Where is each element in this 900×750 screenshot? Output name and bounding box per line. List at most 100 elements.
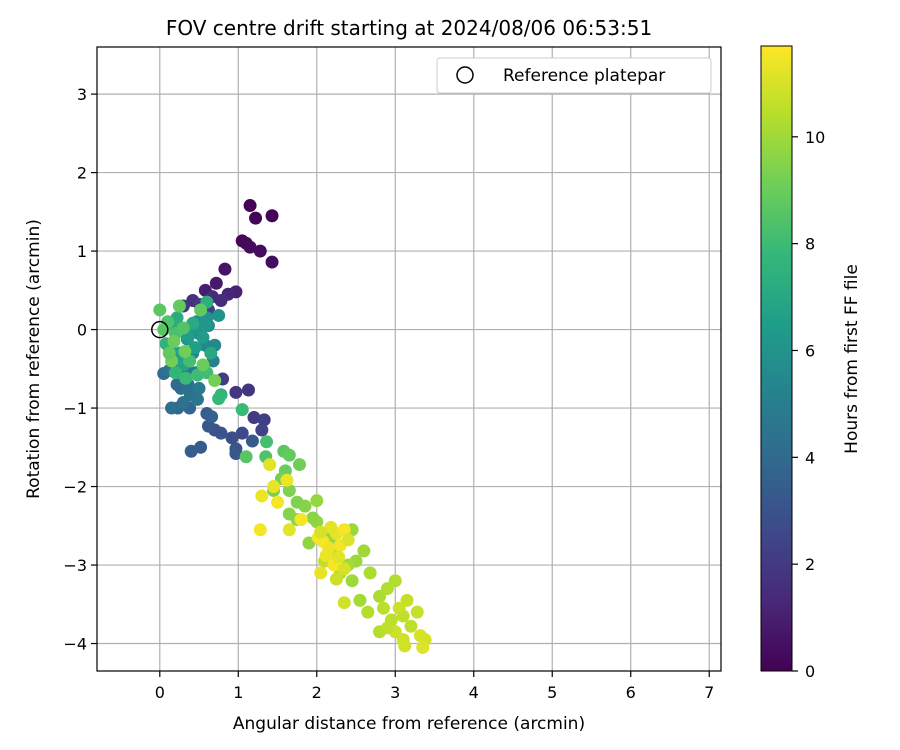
scatter-point bbox=[188, 341, 202, 355]
scatter-point bbox=[247, 410, 261, 424]
legend-box bbox=[436, 57, 712, 94]
scatter-point bbox=[235, 426, 249, 440]
scatter-point bbox=[337, 562, 351, 576]
data-points bbox=[153, 199, 432, 654]
scatter-point bbox=[293, 458, 307, 472]
scatter-point bbox=[363, 566, 377, 580]
scatter-point bbox=[404, 619, 418, 633]
scatter-point bbox=[314, 566, 328, 580]
scatter-point bbox=[294, 513, 308, 527]
scatter-point bbox=[332, 550, 346, 564]
scatter-point bbox=[235, 403, 249, 417]
scatter-point bbox=[209, 276, 223, 290]
scatter-point bbox=[194, 303, 208, 317]
scatter-point bbox=[357, 544, 371, 558]
scatter-point bbox=[282, 523, 296, 537]
y-tick-label: −3 bbox=[63, 556, 87, 575]
scatter-point bbox=[319, 549, 333, 563]
x-tick-label: 6 bbox=[626, 683, 636, 702]
x-tick-label: 7 bbox=[704, 683, 714, 702]
scatter-point bbox=[225, 431, 239, 445]
scatter-point bbox=[249, 211, 263, 225]
scatter-point bbox=[153, 303, 167, 317]
x-tick-label: 2 bbox=[312, 683, 322, 702]
scatter-point bbox=[345, 574, 359, 588]
scatter-point bbox=[324, 520, 338, 534]
scatter-point bbox=[410, 605, 424, 619]
scatter-point bbox=[337, 523, 351, 537]
scatter-point bbox=[310, 494, 324, 508]
scatter-point bbox=[212, 308, 226, 322]
colorbar-tick-label: 6 bbox=[805, 341, 815, 360]
scatter-point bbox=[376, 601, 390, 615]
colorbar-tick-label: 2 bbox=[805, 555, 815, 574]
scatter-point bbox=[267, 480, 281, 494]
scatter-point bbox=[257, 413, 271, 427]
scatter-point bbox=[388, 574, 402, 588]
scatter-point bbox=[243, 240, 257, 254]
scatter-point bbox=[314, 525, 328, 539]
x-axis-label: Angular distance from reference (arcmin) bbox=[233, 714, 585, 734]
scatter-point bbox=[353, 593, 367, 607]
scatter-point bbox=[241, 383, 255, 397]
scatter-point bbox=[260, 435, 274, 449]
y-tick-label: 3 bbox=[77, 85, 87, 104]
scatter-point bbox=[204, 346, 218, 360]
reference-point-marker bbox=[151, 320, 169, 339]
scatter-point bbox=[168, 366, 182, 380]
scatter-point bbox=[172, 299, 186, 313]
scatter-point bbox=[310, 515, 324, 529]
scatter-point bbox=[265, 209, 279, 223]
colorbar-tick-label: 4 bbox=[805, 448, 815, 467]
legend: Reference platepar bbox=[436, 57, 712, 94]
y-tick-label: 1 bbox=[77, 242, 87, 261]
x-tick-label: 5 bbox=[547, 683, 557, 702]
scatter-point bbox=[380, 621, 394, 635]
scatter-point bbox=[243, 199, 257, 213]
scatter-point bbox=[263, 458, 277, 472]
y-tick-label: 2 bbox=[77, 164, 87, 183]
scatter-point bbox=[416, 640, 430, 654]
colorbar-tick-label: 0 bbox=[805, 662, 815, 681]
x-axis-ticks: 0 1 2 3 4 5 6 7 bbox=[155, 671, 714, 702]
scatter-point bbox=[329, 572, 343, 586]
colorbar bbox=[760, 45, 793, 672]
scatter-point bbox=[361, 605, 375, 619]
scatter-point bbox=[302, 536, 316, 550]
y-tick-label: −1 bbox=[63, 399, 87, 418]
scatter-point bbox=[162, 346, 176, 360]
scatter-point bbox=[192, 381, 206, 395]
colorbar-tick-label: 8 bbox=[805, 235, 815, 254]
colorbar-ticks: 0 2 4 6 8 10 bbox=[792, 128, 825, 681]
scatter-point bbox=[255, 423, 269, 437]
scatter-point bbox=[400, 593, 414, 607]
plot-frame bbox=[96, 46, 722, 672]
y-axis-ticks: −4 −3 −2 −1 0 1 2 3 bbox=[63, 85, 97, 654]
scatter-point bbox=[212, 392, 226, 406]
colorbar-tick-label: 10 bbox=[805, 128, 825, 147]
scatter-point bbox=[255, 489, 269, 503]
colorbar-label: Hours from first FF file bbox=[842, 264, 862, 454]
scatter-point bbox=[165, 401, 179, 415]
x-tick-label: 1 bbox=[233, 683, 243, 702]
scatter-point bbox=[253, 523, 267, 537]
scatter-point bbox=[280, 473, 294, 487]
scatter-point bbox=[282, 483, 296, 497]
scatter-point bbox=[245, 434, 259, 448]
scatter-point bbox=[176, 321, 190, 335]
scatter-point bbox=[179, 371, 193, 385]
scatter-point bbox=[229, 447, 243, 461]
y-tick-label: −4 bbox=[63, 635, 87, 654]
scatter-point bbox=[341, 533, 355, 547]
scatter-point bbox=[196, 330, 210, 344]
scatter-point bbox=[184, 444, 198, 458]
y-tick-label: −2 bbox=[63, 478, 87, 497]
x-tick-label: 4 bbox=[469, 683, 479, 702]
scatter-point bbox=[196, 358, 210, 372]
scatter-point bbox=[392, 601, 406, 615]
legend-marker bbox=[456, 66, 474, 84]
scatter-point bbox=[214, 294, 228, 308]
scatter-point bbox=[380, 582, 394, 596]
scatter-point bbox=[265, 255, 279, 269]
